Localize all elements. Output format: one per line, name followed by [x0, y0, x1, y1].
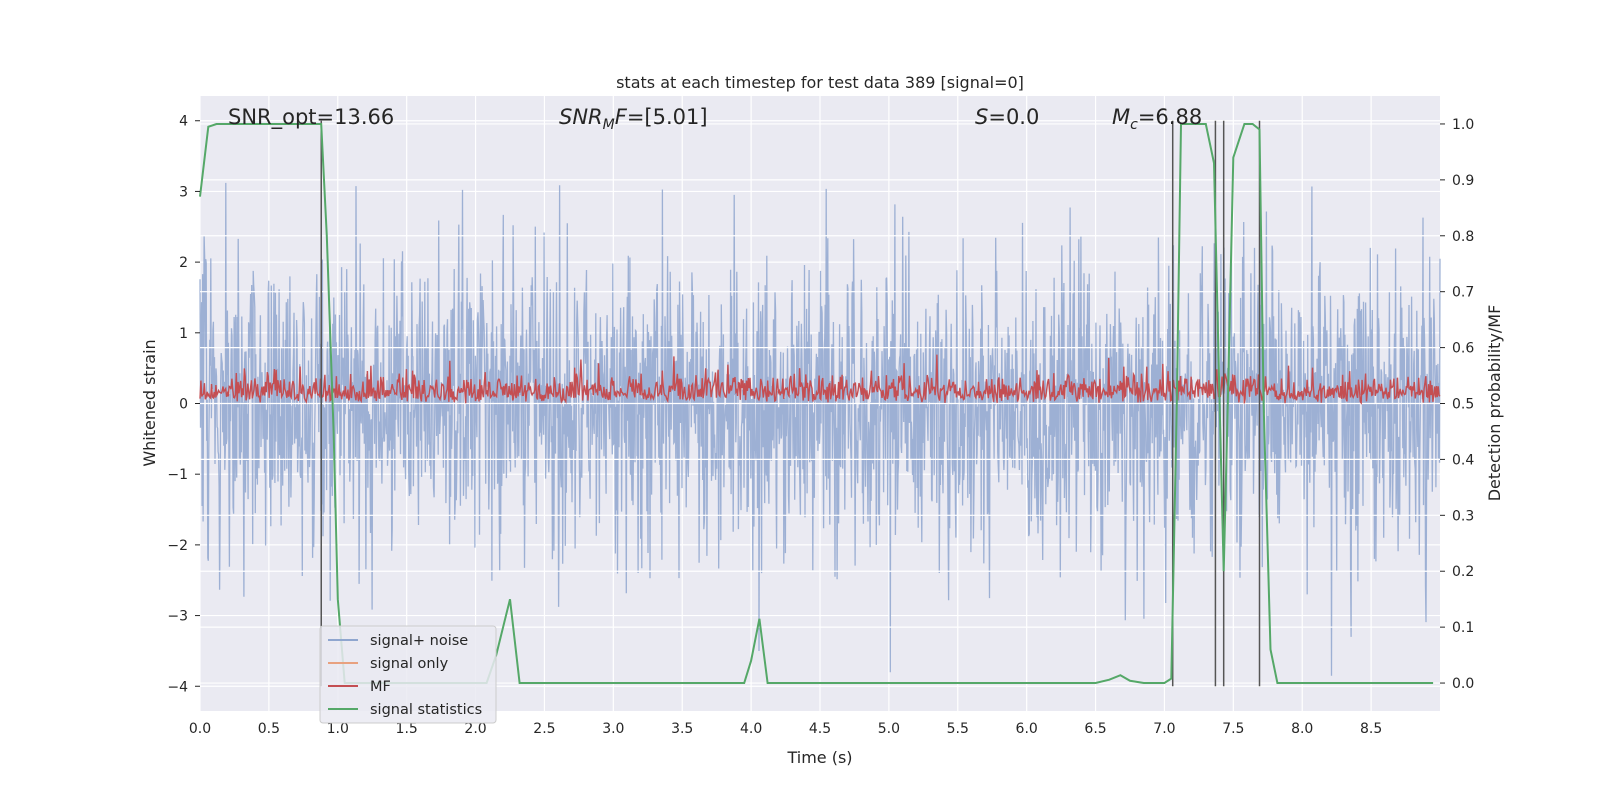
x-tick-label: 4.5 [809, 721, 831, 737]
legend-label-signal-only: signal only [370, 656, 449, 672]
y-tick-label-right: 0.2 [1452, 564, 1474, 580]
x-tick-label: 3.5 [671, 721, 693, 737]
annotation-s: S=0.0 [975, 105, 1039, 129]
y-tick-label-left: 0 [179, 397, 188, 413]
svg-text:S=0.0: S=0.0 [975, 105, 1039, 129]
annotation-snr-mf: SNRMF=[5.01] [559, 105, 708, 133]
x-axis-label: Time (s) [786, 748, 852, 767]
y-tick-label-right: 1.0 [1452, 117, 1474, 133]
annotation-mc: Mc=6.88 [1112, 105, 1202, 133]
signal-statistics-series [199, 123, 1434, 684]
y-tick-label-left: −2 [167, 538, 188, 554]
legend: signal+ noise signal only MF signal stat… [319, 625, 497, 724]
y-tick-label-left: 3 [179, 184, 188, 200]
y-tick-label-left: 1 [179, 326, 188, 342]
y-tick-label-left: 2 [179, 255, 188, 271]
y-tick-label-right: 0.6 [1452, 341, 1474, 357]
x-tick-label: 1.0 [327, 721, 349, 737]
y-tick-label-left: 4 [179, 114, 188, 130]
y-axis-label-left: Whitened strain [140, 339, 159, 466]
y-tick-label-right: 0.1 [1452, 620, 1474, 636]
y-tick-label-left: −1 [167, 467, 188, 483]
x-tick-label: 8.5 [1360, 721, 1382, 737]
legend-label-signal-noise: signal+ noise [370, 633, 468, 649]
y-tick-label-right: 0.4 [1452, 452, 1474, 468]
x-tick-label: 8.0 [1291, 721, 1313, 737]
x-tick-label: 1.5 [396, 721, 418, 737]
x-tick-label: 7.5 [1222, 721, 1244, 737]
x-tick-label: 0.0 [189, 721, 211, 737]
y-tick-label-right: 0.0 [1452, 676, 1474, 692]
mf-line [199, 354, 1441, 405]
x-tick-label: 6.0 [1016, 721, 1038, 737]
annotation-mc-value: =6.88 [1138, 105, 1202, 129]
annotation-snr-opt: SNR_opt=13.66 [228, 105, 394, 130]
signal-noise-series [199, 182, 1441, 676]
x-tick-label: 2.5 [533, 721, 555, 737]
x-tick-label: 3.0 [602, 721, 624, 737]
y-tick-label-right: 0.5 [1452, 397, 1474, 413]
signal-noise-line [199, 182, 1441, 676]
svg-text:SNRMF=[5.01]: SNRMF=[5.01] [559, 105, 708, 133]
x-tick-label: 7.0 [1153, 721, 1175, 737]
x-tick-label: 5.5 [947, 721, 969, 737]
y-tick-label-right: 0.3 [1452, 508, 1474, 524]
x-tick-label: 0.5 [258, 721, 280, 737]
legend-label-mf: MF [370, 679, 391, 695]
signal-statistics-line [199, 123, 1434, 684]
annotation-s-value: =0.0 [988, 105, 1039, 129]
y-tick-label-right: 0.9 [1452, 173, 1474, 189]
x-tick-label: 6.5 [1084, 721, 1106, 737]
y-tick-label-right: 0.8 [1452, 229, 1474, 245]
legend-label-signal-statistics: signal statistics [370, 702, 482, 718]
y-tick-label-right: 0.7 [1452, 285, 1474, 301]
x-tick-label: 5.0 [878, 721, 900, 737]
y-tick-label-left: −3 [167, 609, 188, 625]
x-tick-label: 4.0 [740, 721, 762, 737]
y-axis-label-right: Detection probability/MF [1485, 305, 1504, 502]
y-tick-label-left: −4 [167, 679, 188, 695]
x-tick-label: 2.0 [464, 721, 486, 737]
mf-series [199, 354, 1441, 405]
annotation-snr-mf-value: =[5.01] [627, 105, 708, 129]
axis-ticks: 0.0 0.5 1.0 1.5 2.0 2.5 3.0 3.5 4.0 4.5 5.0 5.5 6.0 6… [167, 114, 1474, 737]
chart-title: stats at each timestep for test data 389… [616, 73, 1024, 92]
svg-text:Mc=6.88: Mc=6.88 [1112, 105, 1202, 133]
legend-box [319, 625, 497, 724]
